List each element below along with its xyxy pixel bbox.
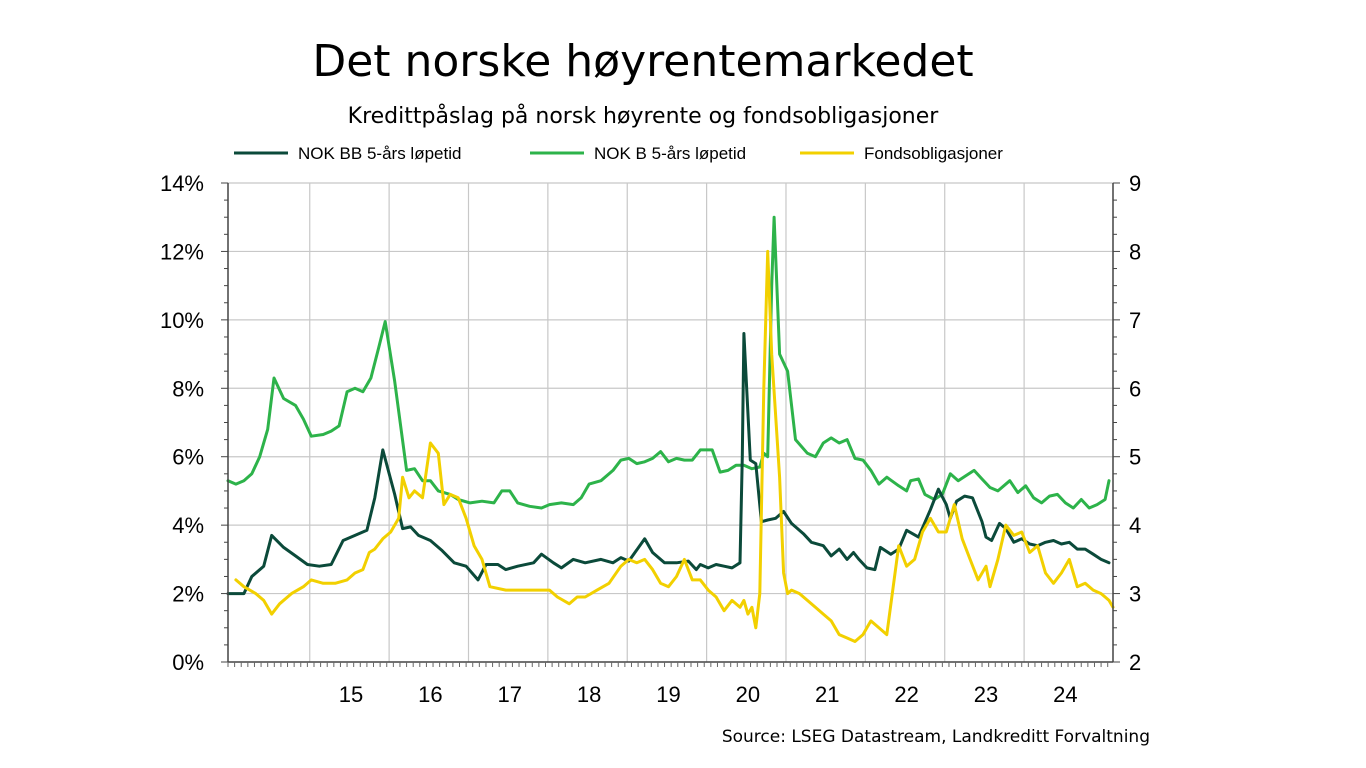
- chart-title: Det norske høyrentemarkedet: [312, 36, 973, 87]
- x-tick-label: 20: [736, 682, 760, 707]
- y-left-tick-label: 2%: [172, 582, 204, 607]
- x-tick-label: 21: [815, 682, 839, 707]
- y-left-tick-label: 12%: [160, 239, 204, 264]
- gridlines: [228, 182, 1113, 662]
- y-right-tick-label: 3: [1129, 582, 1141, 607]
- legend-label: NOK B 5-års løpetid: [594, 144, 746, 163]
- source-note: Source: LSEG Datastream, Landkreditt For…: [722, 727, 1150, 747]
- chart-subtitle: Kredittpåslag på norsk høyrente og fonds…: [348, 103, 940, 129]
- legend: NOK BB 5-års løpetid NOK B 5-års løpetid F…: [234, 144, 1003, 163]
- x-tick-label: 16: [418, 682, 442, 707]
- y-right-tick-label: 7: [1129, 308, 1141, 333]
- y-right-tick-label: 8: [1129, 239, 1141, 264]
- series-line-fondsobligasjoner: [234, 249, 1115, 643]
- y-left-tick-label: 6%: [172, 445, 204, 470]
- x-tick-label: 22: [894, 682, 918, 707]
- y-right-tick-label: 9: [1129, 171, 1141, 196]
- y-left-tick-label: 14%: [160, 171, 204, 196]
- x-tick-label: 24: [1053, 682, 1077, 707]
- y-right-tick-label: 4: [1129, 513, 1141, 538]
- x-tick-label: 17: [498, 682, 522, 707]
- y-right-tick-label: 6: [1129, 376, 1141, 401]
- legend-item: NOK B 5-års løpetid: [530, 144, 746, 163]
- series-group: [226, 215, 1115, 643]
- legend-label: Fondsobligasjoner: [864, 144, 1003, 163]
- y-left-tick-label: 8%: [172, 376, 204, 401]
- series-line-nok-b-5-rs-l-petid: [226, 215, 1111, 510]
- y-right-tick-label: 5: [1129, 445, 1141, 470]
- legend-item: Fondsobligasjoner: [800, 144, 1003, 163]
- legend-label: NOK BB 5-års løpetid: [298, 144, 461, 163]
- y-right-tick-label: 2: [1129, 650, 1141, 675]
- x-tick-label: 15: [339, 682, 363, 707]
- series-line-nok-bb-5-rs-l-petid: [226, 332, 1111, 596]
- y-left-tick-label: 0%: [172, 650, 204, 675]
- y-left-tick-label: 10%: [160, 308, 204, 333]
- x-tick-label: 19: [656, 682, 680, 707]
- y-left-tick-label: 4%: [172, 513, 204, 538]
- x-tick-label: 18: [577, 682, 601, 707]
- legend-item: NOK BB 5-års løpetid: [234, 144, 461, 163]
- x-tick-label: 23: [974, 682, 998, 707]
